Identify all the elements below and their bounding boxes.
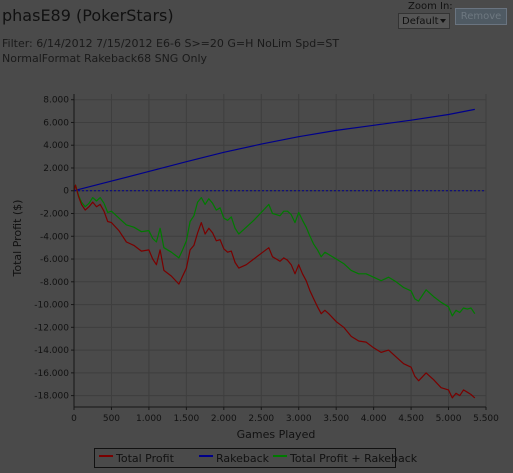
- legend-swatch-rakeback: [199, 455, 213, 457]
- y-tick-label: 8.000: [43, 96, 69, 106]
- filter-line-2: NormalFormat Rakeback68 SNG Only: [2, 52, 208, 65]
- x-tick-label: 4.000: [361, 414, 387, 424]
- y-tick-label: 4.000: [43, 141, 69, 151]
- y-axis-label: Total Profit ($): [11, 200, 24, 278]
- y-tick-label: -2.000: [40, 210, 69, 220]
- chevron-down-icon: [440, 19, 446, 23]
- y-tick-label: -12.000: [34, 323, 69, 333]
- legend-swatch-total-plus-rakeback: [273, 455, 287, 457]
- x-tick-label: 3.500: [323, 414, 349, 424]
- filter-description: Filter: 6/14/2012 7/15/2012 E6-6 S>=20 G…: [2, 36, 339, 66]
- y-tick-label: -10.000: [34, 301, 69, 311]
- x-axis-label: Games Played: [237, 428, 316, 441]
- y-tick-label: -6.000: [40, 255, 69, 265]
- player-title: phasE89 (PokerStars): [2, 6, 174, 25]
- chart-ticks: 0 500 1.000 1.500 2.000 2.500 3.000 3.500 4.000 4…: [34, 96, 499, 424]
- filter-line-1: Filter: 6/14/2012 7/15/2012 E6-6 S>=20 G…: [2, 37, 340, 50]
- zoom-label: Zoom In:: [408, 1, 453, 12]
- y-tick-label: 2.000: [43, 164, 69, 174]
- zoom-select-value: Default: [402, 16, 439, 27]
- series-line-total-profit-rakeback: [73, 184, 476, 317]
- x-tick-label: 5.000: [436, 414, 462, 424]
- chart-axes: [73, 94, 486, 408]
- remove-button[interactable]: Remove: [455, 8, 507, 25]
- y-tick-label: -16.000: [34, 369, 69, 379]
- x-tick-label: 2.500: [248, 414, 274, 424]
- y-tick-label: -18.000: [34, 392, 69, 402]
- chart-legend: Total Profit Rakeback Total Profit + Rak…: [94, 448, 417, 468]
- y-tick-label: 6.000: [43, 118, 69, 128]
- y-tick-label: -14.000: [34, 346, 69, 356]
- x-tick-label: 0: [71, 414, 77, 424]
- x-tick-label: 2.000: [211, 414, 237, 424]
- x-tick-label: 1.000: [136, 414, 162, 424]
- x-tick-label: 3.000: [286, 414, 312, 424]
- y-tick-label: 0: [63, 187, 69, 197]
- x-tick-label: 1.500: [173, 414, 199, 424]
- zoom-select[interactable]: Default: [398, 13, 450, 29]
- legend-swatch-total-profit: [99, 455, 113, 457]
- legend-total-profit: Total Profit: [116, 452, 174, 465]
- legend-total-plus-rakeback: Total Profit + Rakeback: [290, 452, 418, 465]
- x-tick-label: 4.500: [398, 414, 424, 424]
- legend-rakeback: Rakeback: [216, 452, 270, 465]
- series-line-total-profit: [73, 184, 476, 399]
- x-tick-label: 500: [103, 414, 120, 424]
- x-tick-label: 5.500: [473, 414, 499, 424]
- y-tick-label: -8.000: [40, 278, 69, 288]
- y-tick-label: -4.000: [40, 232, 69, 242]
- series-line-rakeback: [73, 108, 475, 192]
- chart-series: [73, 108, 476, 399]
